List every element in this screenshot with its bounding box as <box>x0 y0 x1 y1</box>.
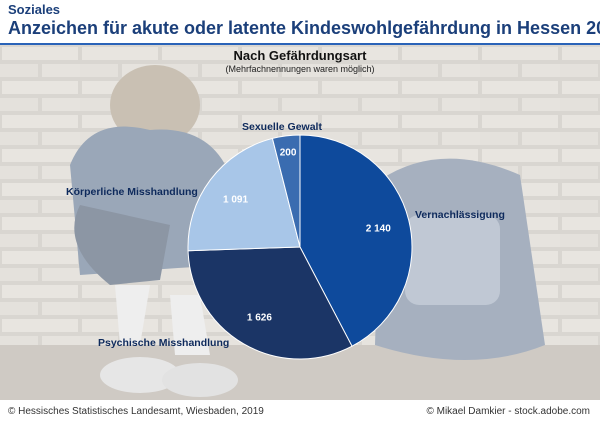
value-label-sexuelle-gewalt: 200 <box>280 147 297 158</box>
background-photo <box>0 45 600 400</box>
footer: © Hessisches Statistisches Landesamt, Wi… <box>0 400 600 424</box>
pie-slice-sexuelle-gewalt <box>271 134 301 248</box>
photo-credit: © Mikael Damkier - stock.adobe.com <box>426 406 590 417</box>
title-rule <box>0 43 600 45</box>
pie-slice-vernachlassigung <box>299 134 413 347</box>
pie-slice-psychische-misshandlung <box>187 246 353 360</box>
category-label-vernachlassigung: Vernachlässigung <box>415 209 505 221</box>
category-label-sexuelle-gewalt: Sexuelle Gewalt <box>242 121 322 133</box>
value-label-psychische-misshandlung: 1 626 <box>247 313 272 324</box>
value-label-vernachlassigung: 2 140 <box>366 224 391 235</box>
pie-slice-korperliche-misshandlung <box>187 137 301 252</box>
background-photo-illustration <box>0 45 600 400</box>
category-label: Soziales <box>8 2 61 17</box>
chart-title: Nach Gefährdungsart <box>233 48 367 63</box>
category-label-korperliche-misshandlung: Körperliche Misshandlung <box>66 186 198 198</box>
page-title: Anzeichen für akute oder latente Kindesw… <box>8 18 600 38</box>
category-label-psychische-misshandlung: Psychische Misshandlung <box>98 337 229 349</box>
header: Soziales Anzeichen für akute oder latent… <box>0 0 600 45</box>
value-label-korperliche-misshandlung: 1 091 <box>223 195 248 206</box>
chart-subtitle: (Mehrfachnennungen waren möglich) <box>225 64 375 74</box>
source-credit: © Hessisches Statistisches Landesamt, Wi… <box>8 406 264 417</box>
